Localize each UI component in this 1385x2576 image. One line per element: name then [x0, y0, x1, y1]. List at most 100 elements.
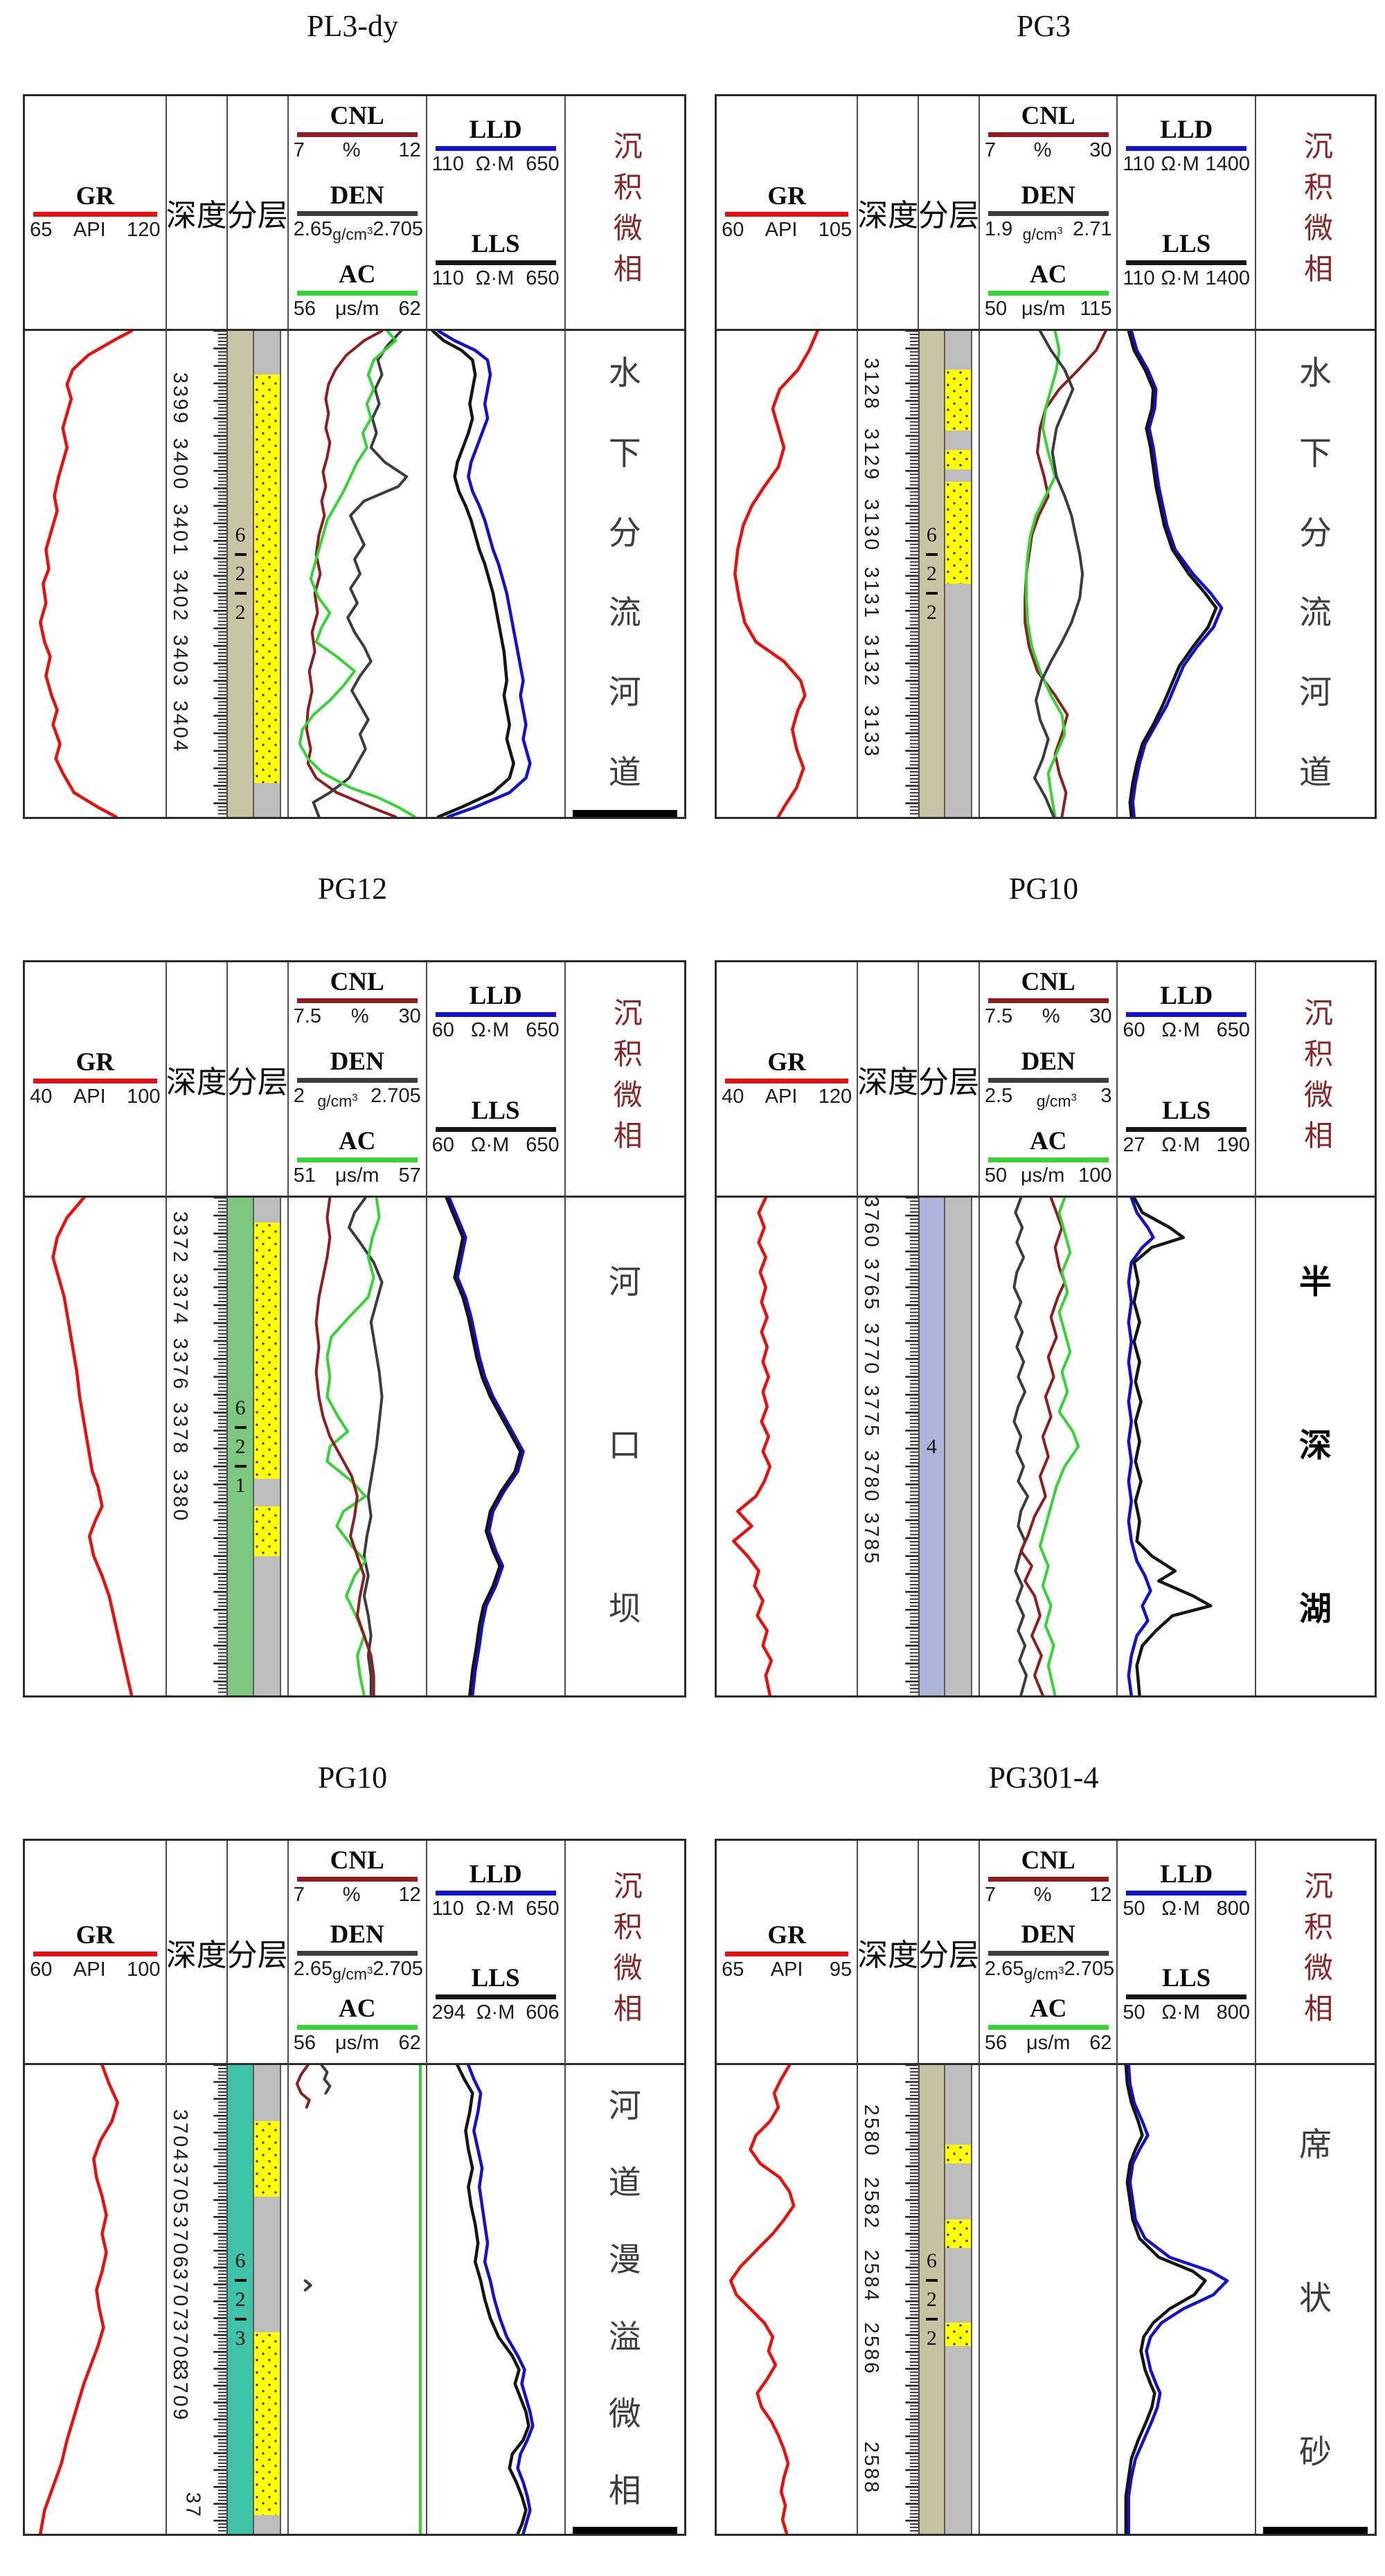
- lld-scale-line: [1126, 1011, 1247, 1017]
- mudstone-band: [253, 1479, 280, 1506]
- gr-track: [717, 2065, 859, 2534]
- gr-label: GR: [75, 181, 115, 210]
- gr-label: GR: [767, 1048, 806, 1077]
- gr-legend: GR 65 API 95: [717, 1922, 857, 1981]
- zone-track: 4: [919, 1198, 980, 1695]
- gr-header: GR 40 API 120: [717, 962, 859, 1198]
- lls-unit: Ω·M: [1161, 267, 1199, 289]
- den-unit: g/cm3: [1022, 225, 1063, 244]
- lls-scale-line: [1126, 260, 1247, 265]
- log-panel: GR 40 API 100 深度分层 CNL 7.5 % 30 DEN 2: [23, 960, 686, 1697]
- zone-label: 2: [926, 2326, 937, 2350]
- zone-strip: 6 2 3: [228, 2065, 254, 2534]
- lld-label: LLD: [1160, 116, 1213, 144]
- gr-max: 95: [829, 1958, 852, 1981]
- mudstone-band: [945, 1198, 972, 1695]
- cnl-legend: CNL 7.5 % 30: [980, 969, 1117, 1028]
- porosity-track: [289, 1198, 427, 1695]
- zone-label: 6: [235, 1396, 246, 1419]
- ac-unit: μs/m: [1026, 2032, 1071, 2054]
- den-scale-line: [988, 211, 1109, 217]
- lls-scale-line: [1126, 1994, 1247, 1999]
- depth-track: 2580 2582 2584 2586 2588: [858, 2065, 920, 2534]
- cnl-max: 12: [1089, 1883, 1112, 1906]
- depth-track: 3704 3705 3706 3707 3708 3709 37: [167, 2065, 229, 2534]
- cnl-legend: CNL 7 % 12: [980, 1847, 1117, 1907]
- lld-legend: LLD 60 Ω·M 650: [427, 982, 564, 1042]
- mudstone-band: [945, 2346, 972, 2534]
- den-scale-line: [296, 1950, 418, 1956]
- lld-min: 60: [1123, 1018, 1145, 1041]
- gr-header: GR 60 API 100: [25, 1841, 167, 2065]
- gr-legend: GR 65 API 120: [25, 183, 166, 242]
- lls-label: LLS: [471, 1964, 520, 1993]
- facies-track: 半深湖: [1256, 1198, 1375, 1695]
- lithology-strip: [253, 2065, 282, 2534]
- depth-zone-header: 深度分层: [858, 962, 980, 1198]
- sandstone-band: [945, 2219, 972, 2249]
- cnl-unit: %: [342, 138, 361, 161]
- ac-max: 57: [398, 1164, 421, 1187]
- porosity-header: CNL 7 % 30 DEN 1.9 g/cm3 2.71 AC 50 μs/m: [979, 96, 1118, 331]
- resistivity-track: [1118, 2065, 1256, 2534]
- lld-scale-line: [435, 1011, 556, 1017]
- facies-character: 水: [1298, 356, 1332, 393]
- ac-min: 51: [293, 1164, 316, 1187]
- lld-unit: Ω·M: [1161, 1897, 1200, 1920]
- den-unit: g/cm3: [1024, 1964, 1064, 1983]
- mudstone-band: [945, 430, 972, 450]
- gr-min: 65: [722, 1958, 744, 1981]
- gr-header: GR 40 API 100: [25, 962, 167, 1198]
- facies-track: 席状砂: [1256, 2065, 1375, 2534]
- resistivity-track: [427, 1198, 566, 1695]
- facies-header: 沉积微相: [1256, 96, 1375, 331]
- lls-scale-line: [435, 260, 556, 265]
- ac-min: 50: [984, 298, 1008, 320]
- sandstone-band: [253, 2121, 280, 2197]
- depth-zone-header: 深度分层: [166, 962, 289, 1198]
- cnl-min: 7.5: [293, 1005, 322, 1027]
- cnl-max: 12: [398, 138, 421, 161]
- lld-label: LLD: [1160, 1860, 1213, 1889]
- sandstone-band: [945, 370, 972, 431]
- lls-legend: LLS 27 Ω·M 190: [1118, 1097, 1255, 1157]
- lls-scale-line: [435, 1994, 556, 1999]
- facies-character: 溢: [608, 2319, 641, 2356]
- depth-track: 3372 3374 3376 3378 3380: [167, 1198, 229, 1695]
- facies-header-label: 沉积微相: [1299, 1870, 1332, 2034]
- depth-label: 3128: [859, 357, 882, 411]
- zone-label: 3: [235, 2326, 246, 2350]
- log-panel: GR 40 API 120 深度分层 CNL 7.5 % 30 DEN 2.: [715, 960, 1377, 1697]
- gr-header: GR 65 API 95: [717, 1841, 859, 2065]
- depth-label: 3403: [168, 635, 191, 688]
- cnl-legend: CNL 7.5 % 30: [289, 969, 426, 1028]
- mudstone-band: [945, 2065, 972, 2145]
- panel-title: PG12: [317, 872, 388, 906]
- cnl-legend: CNL 7 % 12: [289, 102, 426, 162]
- facies-character: 深: [1298, 1428, 1332, 1464]
- den-scale-line: [296, 1077, 418, 1083]
- depth-zone-header: 深度分层: [166, 96, 289, 331]
- lls-scale-line: [435, 1127, 556, 1132]
- panel-title: PL3-dy: [307, 9, 398, 43]
- den-min: 2.65: [293, 218, 333, 241]
- gr-min: 40: [30, 1085, 53, 1108]
- ac-min: 56: [293, 298, 316, 320]
- facies-header: 沉积微相: [565, 96, 684, 331]
- porosity-header: CNL 7.5 % 30 DEN 2 g/cm3 2.705 AC 51 μs/…: [288, 962, 427, 1198]
- facies-character: 道: [1298, 755, 1332, 791]
- lls-unit: Ω·M: [475, 267, 515, 289]
- facies-character: 流: [1298, 595, 1332, 632]
- den-min: 2.5: [984, 1084, 1013, 1107]
- gr-scale-line: [725, 1078, 849, 1083]
- mudstone-band: [945, 584, 972, 817]
- lld-scale-line: [435, 1890, 556, 1895]
- resistivity-header: LLD 60 Ω·M 650 LLS 27 Ω·M 190: [1118, 962, 1256, 1198]
- ac-scale-line: [296, 2025, 418, 2030]
- den-legend: DEN 2.65 g/cm3 2.705: [289, 182, 426, 244]
- resistivity-track: [1118, 331, 1256, 817]
- lld-label: LLD: [1160, 982, 1213, 1010]
- resistivity-header: LLD 60 Ω·M 650 LLS 60 Ω·M 650: [427, 962, 566, 1198]
- zone-label: 6: [235, 2249, 246, 2272]
- facies-character: 微: [608, 2396, 641, 2433]
